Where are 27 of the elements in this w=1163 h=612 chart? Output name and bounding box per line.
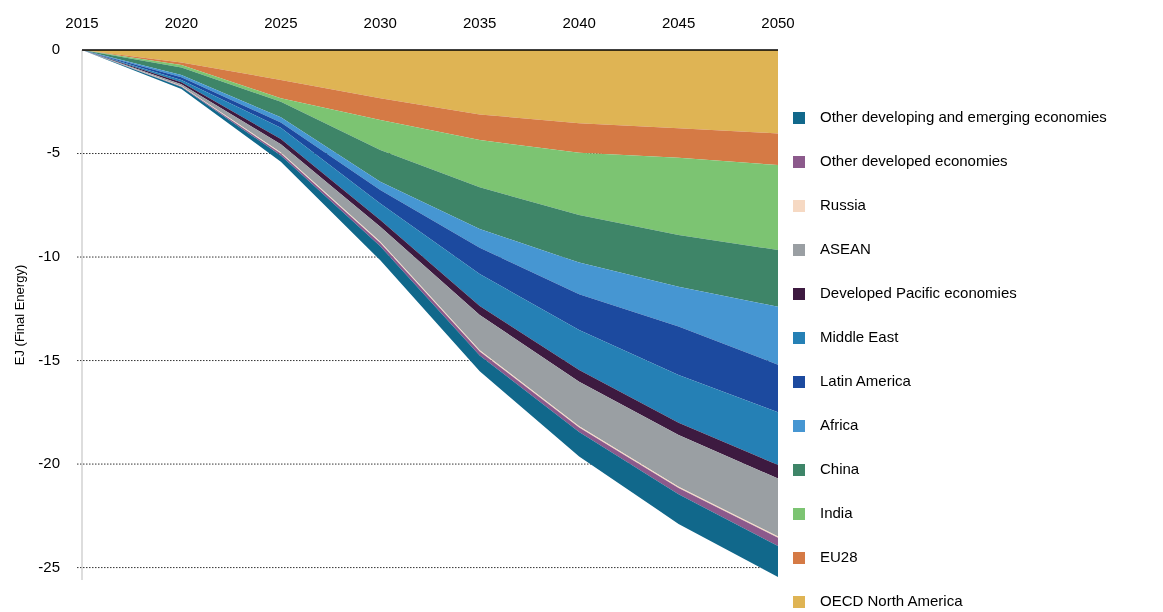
legend-label: India: [820, 503, 854, 521]
y-tick-label: -25: [38, 557, 60, 575]
legend-label: China: [820, 459, 860, 477]
y-tick-label: 0: [51, 39, 60, 57]
legend-label: Developed Pacific economies: [820, 283, 1017, 301]
legend-label: ASEAN: [820, 239, 871, 257]
legend-label: Latin America: [820, 371, 912, 389]
y-tick-label: -15: [38, 350, 60, 368]
y-axis-title: EJ (Final Energy): [12, 264, 27, 366]
x-tick-label: 2045: [661, 14, 696, 31]
x-tick-label: 2030: [363, 14, 397, 31]
y-tick-label: -20: [38, 454, 60, 472]
legend-label: Africa: [820, 415, 859, 433]
x-tick-label: 2040: [562, 14, 596, 31]
legend-label: Other developed economies: [820, 151, 1008, 169]
x-tick-label: 2025: [264, 14, 298, 31]
legend-label: EU28: [820, 547, 858, 565]
y-tick-label: -5: [46, 143, 60, 161]
x-tick-label: 2050: [761, 14, 795, 31]
legend-label: Other developing and emerging economies: [820, 107, 1107, 125]
x-tick-label: 2015: [65, 14, 99, 31]
x-tick-label: 2035: [463, 14, 497, 31]
legend-label: OECD North America: [820, 591, 964, 609]
legend-label: Middle East: [820, 327, 900, 345]
y-tick-label: -10: [38, 247, 60, 264]
legend-label: Russia: [820, 195, 867, 213]
x-tick-label: 2020: [164, 14, 199, 31]
